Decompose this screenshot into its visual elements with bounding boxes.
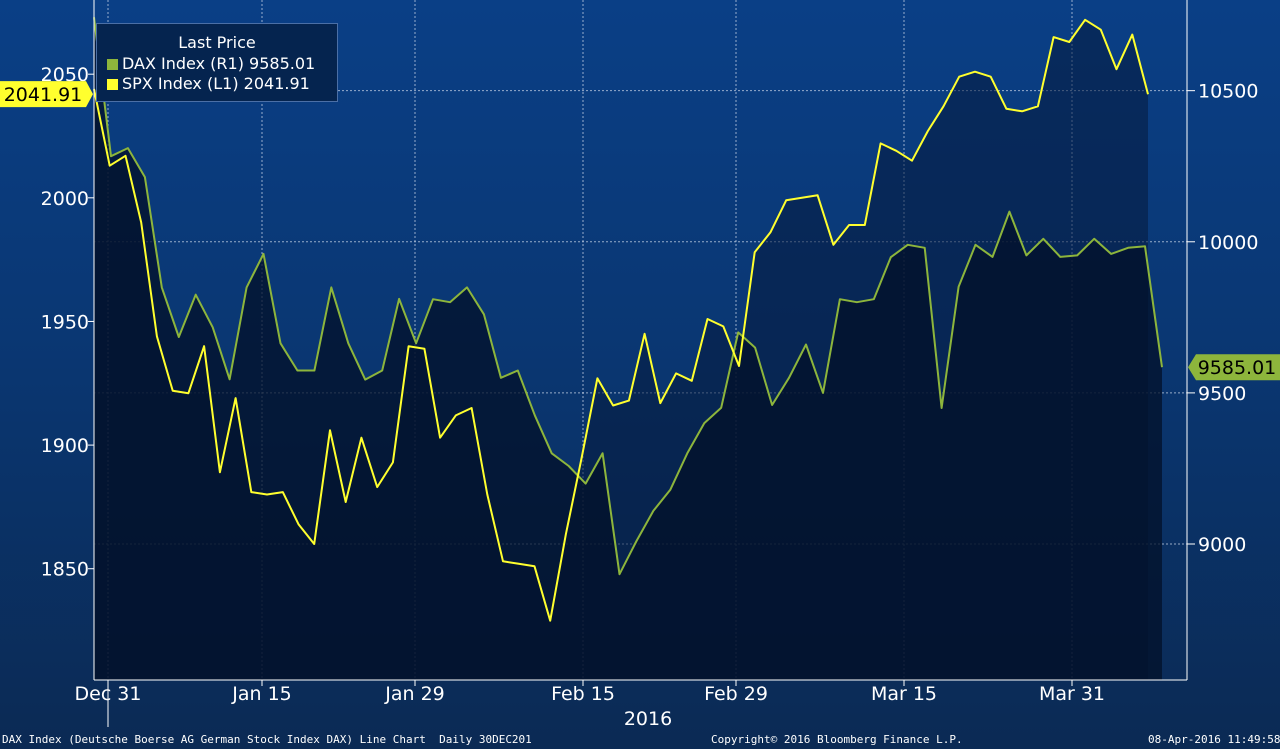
right-tick-label: 10000: [1198, 232, 1258, 254]
series-line-dax-index: [93, 17, 1163, 576]
footer-timestamp: 08-Apr-2016 11:49:58: [1148, 733, 1280, 746]
legend-title: Last Price: [178, 33, 256, 52]
footer-description: DAX Index (Deutsche Boerse AG German Sto…: [2, 733, 532, 746]
legend: Last Price DAX Index (R1) 9585.01 SPX In…: [96, 23, 338, 102]
left-axis-ticks: 1850 1900 1950 2000 2050: [41, 64, 94, 581]
x-tick-label: Mar 15: [871, 683, 937, 705]
left-tick-label: 1900: [41, 435, 89, 457]
legend-item-dax-axis: (R1): [210, 54, 244, 73]
legend-item-dax: DAX Index (R1) 9585.01: [97, 54, 337, 74]
footer-copyright: Copyright© 2016 Bloomberg Finance L.P.: [711, 733, 963, 746]
left-tick-label: 1950: [41, 311, 89, 333]
legend-item-spx-last: 2041.91: [243, 74, 310, 93]
left-tick-label: 2000: [41, 188, 89, 210]
legend-item-spx-axis: (L1): [207, 74, 239, 93]
left-last-value-tag-bg: [0, 81, 93, 108]
series-line-spx-index: [93, 18, 1149, 622]
right-tick-label: 9500: [1198, 383, 1246, 405]
spx-swatch: [107, 78, 118, 90]
x-axis-ticks: Dec 31 Jan 15 Jan 29 Feb 15 Feb 29 Mar 15 Mar …: [75, 680, 1105, 730]
x-tick-label: Feb 15: [551, 683, 615, 705]
x-tick-label: Jan 29: [384, 683, 445, 705]
left-tick-label: 1850: [41, 559, 89, 581]
legend-item-dax-name: DAX Index: [122, 54, 206, 73]
series-area-dax-index: [94, 17, 1162, 680]
last-value-tags: 2041.91 9585.01: [0, 81, 1280, 381]
legend-item-spx-name: SPX Index: [122, 74, 202, 93]
right-axis-ticks: 9000 9500 10000 10500: [1187, 81, 1258, 556]
right-tick-label: 10500: [1198, 81, 1258, 103]
dax-swatch: [107, 58, 118, 70]
series-lines: [93, 17, 1163, 622]
series-areas: [94, 17, 1162, 681]
x-tick-label: Mar 31: [1039, 683, 1105, 705]
right-last-value-tag: 9585.01: [1198, 357, 1277, 379]
legend-item-spx: SPX Index (L1) 2041.91: [97, 74, 337, 94]
x-tick-label: Feb 29: [704, 683, 768, 705]
right-last-value-tag-bg: [1188, 354, 1280, 381]
legend-item-dax-last: 9585.01: [249, 54, 316, 73]
left-last-value-tag: 2041.91: [4, 84, 83, 106]
x-tick-label: Jan 15: [231, 683, 292, 705]
axes: [93, 0, 1188, 681]
x-year-label: 2016: [624, 708, 672, 730]
left-tick-label: 2050: [41, 64, 89, 86]
right-tick-label: 9000: [1198, 534, 1246, 556]
